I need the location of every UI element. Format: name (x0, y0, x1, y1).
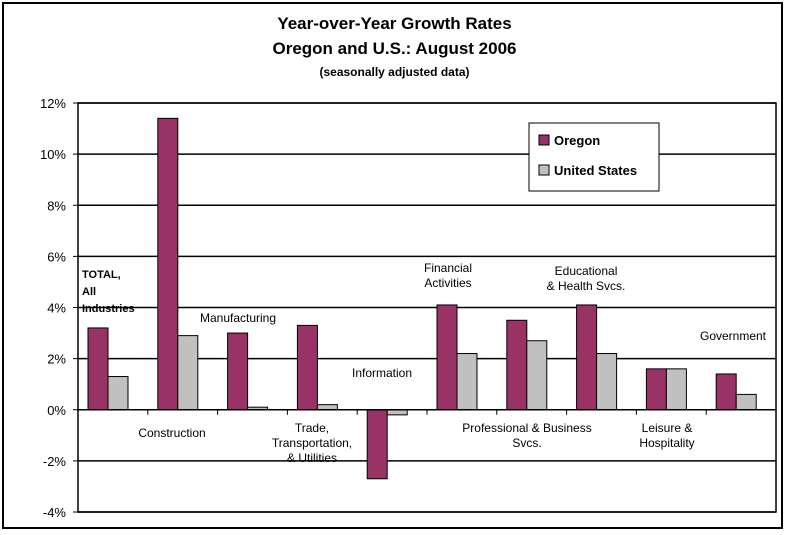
category-label: All (82, 286, 96, 298)
legend-swatch (538, 164, 550, 176)
bar (366, 409, 388, 480)
bar (526, 340, 548, 411)
bar (506, 319, 528, 411)
bar (665, 368, 687, 411)
chart-title: Year-over-Year Growth Rates (277, 14, 512, 33)
y-tick-label: 0% (47, 403, 66, 418)
category-label: Manufacturing (200, 311, 276, 325)
bar (177, 335, 199, 411)
chart-subtitle: Oregon and U.S.: August 2006 (272, 39, 517, 58)
y-tick-label: 4% (47, 301, 66, 316)
category-label: Trade, (295, 421, 329, 435)
y-tick-label: -4% (43, 505, 67, 520)
y-tick-label: -2% (43, 454, 67, 469)
bar (386, 409, 408, 416)
category-label: Hospitality (639, 436, 694, 450)
legend-label: United States (554, 163, 637, 178)
chart-note: (seasonally adjusted data) (319, 65, 470, 79)
bar (107, 376, 129, 411)
category-label: Industries (82, 303, 135, 315)
bar (576, 304, 598, 411)
category-label: Transportation, (272, 436, 352, 450)
bar (87, 327, 109, 411)
bar (157, 117, 179, 411)
y-tick-label: 10% (40, 147, 66, 162)
bar (296, 324, 318, 411)
bar (436, 304, 458, 411)
legend-swatch (538, 134, 550, 146)
bar (645, 368, 667, 411)
bar (735, 393, 757, 411)
category-label: & Utilities (287, 451, 337, 465)
bar (715, 373, 737, 411)
bar (227, 332, 249, 411)
category-label: Activities (424, 276, 471, 290)
category-label: Information (352, 366, 412, 380)
category-label: Professional & Business (462, 421, 591, 435)
y-tick-label: 6% (47, 249, 66, 264)
y-tick-label: 8% (47, 198, 66, 213)
bar (456, 353, 478, 411)
bar (316, 404, 338, 411)
plot-border (77, 102, 777, 513)
category-label: TOTAL, (82, 269, 121, 281)
category-label: Government (700, 329, 767, 343)
category-label: Svcs. (512, 436, 541, 450)
category-label: Leisure & (642, 421, 693, 435)
y-tick-label: 2% (47, 352, 66, 367)
legend-box (528, 122, 660, 192)
category-label: & Health Svcs. (547, 279, 626, 293)
y-tick-label: 12% (40, 96, 66, 111)
category-label-bg (696, 329, 770, 345)
category-label: Financial (424, 261, 472, 275)
chart-frame (2, 2, 783, 529)
category-label: Educational (555, 264, 618, 278)
category-label-bg (191, 311, 285, 327)
category-label: Construction (138, 426, 205, 440)
legend-label: Oregon (554, 133, 600, 148)
bar (596, 353, 618, 411)
